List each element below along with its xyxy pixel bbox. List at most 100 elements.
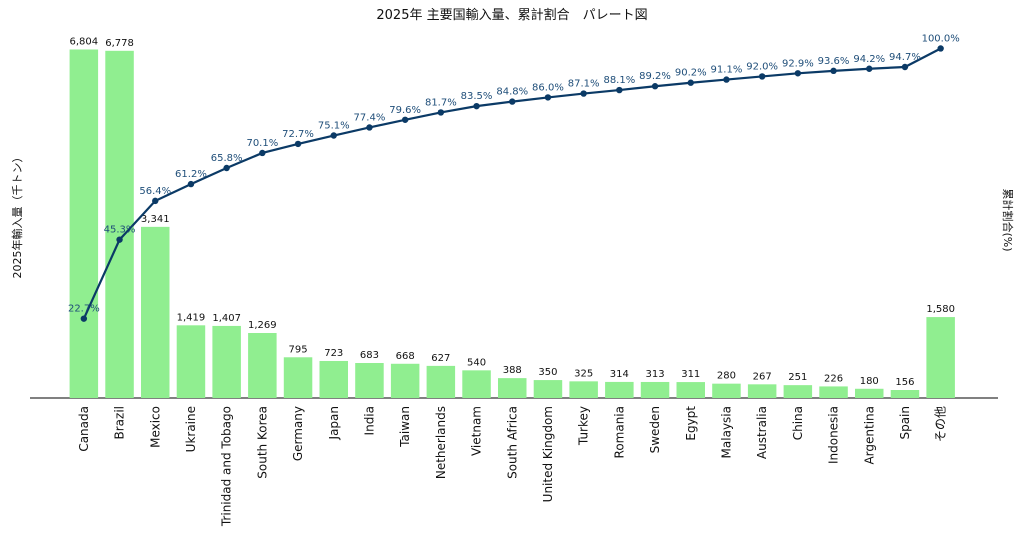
cumulative-point-16 — [651, 83, 659, 90]
cumulative-point-0 — [80, 315, 88, 322]
bar-value-label-4: 1,407 — [212, 313, 241, 324]
bar-value-label-19: 267 — [753, 371, 772, 382]
x-tick-label-23: Spain — [898, 406, 912, 440]
bar-21 — [819, 386, 848, 398]
cumulative-point-6 — [294, 140, 302, 148]
cumulative-point-10 — [437, 109, 445, 116]
cumulative-point-12 — [509, 98, 516, 105]
cumulative-label-0: 22.7% — [68, 304, 100, 315]
bar-value-label-8: 683 — [360, 350, 379, 361]
x-tick-label-14: Turkey — [577, 406, 591, 446]
x-tick-label-15: Romania — [612, 406, 626, 458]
bar-5 — [248, 333, 277, 398]
bar-11 — [462, 370, 491, 398]
cumulative-point-9 — [401, 116, 409, 123]
y2-axis-title: 累計割合(%) — [1001, 188, 1015, 251]
x-tick-label-12: South Africa — [505, 406, 519, 479]
cumulative-point-23 — [901, 63, 909, 71]
cumulative-label-20: 92.9% — [782, 58, 814, 69]
x-tick-label-8: India — [362, 406, 376, 435]
cumulative-point-15 — [616, 86, 623, 94]
cumulative-point-11 — [473, 102, 480, 110]
bar-17 — [676, 382, 705, 398]
bar-15 — [605, 381, 634, 398]
cumulative-point-20 — [794, 70, 802, 77]
bar-value-label-18: 280 — [717, 371, 736, 382]
x-tick-label-1: Brazil — [113, 406, 127, 440]
cumulative-label-19: 92.0% — [746, 61, 778, 72]
x-tick-label-10: Netherlands — [434, 406, 448, 479]
bar-24 — [926, 317, 955, 398]
bar-1 — [105, 50, 134, 399]
bar-labels-group: 6,804 6,778 3,341 1,419 1,407 1,269 795 723 683 6… — [70, 36, 955, 388]
cumulative-point-4 — [223, 164, 230, 172]
bar-19 — [747, 384, 777, 398]
bar-18 — [712, 383, 741, 398]
cumulative-point-18 — [723, 76, 730, 83]
cumulative-label-10: 81.7% — [425, 97, 457, 108]
chart-title: 2025年 主要国輸入量、累計割合 パレート図 — [376, 7, 647, 23]
x-tick-label-22: Argentina — [862, 406, 876, 465]
bar-value-label-2: 3,341 — [141, 214, 170, 225]
cumulative-label-6: 72.7% — [282, 129, 314, 140]
x-tick-label-9: Taiwan — [398, 406, 412, 448]
cumulative-label-13: 86.0% — [532, 82, 564, 93]
cumulative-point-7 — [330, 132, 337, 139]
bar-0 — [69, 49, 99, 398]
bar-13 — [533, 380, 563, 398]
bar-12 — [498, 378, 527, 398]
x-tick-label-13: United Kingdom — [541, 406, 555, 502]
x-tick-label-3: Ukraine — [184, 406, 198, 452]
bar-6 — [283, 357, 313, 398]
cumulative-label-16: 89.2% — [639, 71, 671, 82]
x-tick-label-18: Malaysia — [719, 406, 733, 458]
bar-value-label-12: 388 — [503, 365, 522, 376]
x-tick-label-7: Japan — [327, 406, 341, 440]
cumulative-label-7: 75.1% — [318, 121, 350, 132]
cumulative-point-8 — [366, 124, 373, 131]
bar-7 — [319, 360, 348, 398]
bar-value-label-5: 1,269 — [248, 320, 277, 331]
bar-14 — [569, 381, 598, 398]
cumulative-label-5: 70.1% — [246, 138, 278, 149]
cumulative-point-19 — [758, 73, 766, 80]
cumulative-label-14: 87.1% — [568, 79, 600, 90]
bar-value-label-14: 325 — [574, 368, 593, 379]
cumulative-label-15: 88.1% — [603, 75, 635, 86]
cumulative-point-17 — [687, 79, 694, 86]
cumulative-label-11: 83.5% — [461, 91, 493, 102]
cumulative-label-2: 56.4% — [139, 186, 171, 197]
cumulative-label-12: 84.8% — [496, 87, 528, 98]
bar-8 — [355, 363, 384, 398]
bar-value-label-13: 350 — [538, 367, 557, 378]
cumulative-label-18: 91.1% — [711, 65, 743, 76]
cumulative-label-4: 65.8% — [211, 153, 243, 164]
cumulative-point-13 — [544, 94, 552, 101]
cumulative-label-23: 94.7% — [889, 52, 921, 63]
x-tick-label-24: その他 — [934, 406, 948, 442]
bar-value-label-10: 627 — [431, 353, 450, 364]
cumulative-point-24 — [937, 45, 944, 52]
cumulative-point-5 — [259, 149, 266, 157]
bar-20 — [783, 385, 813, 398]
x-tick-label-5: South Korea — [255, 406, 269, 479]
bar-4 — [212, 325, 241, 398]
cumulative-label-21: 93.6% — [818, 56, 850, 67]
cumulative-point-21 — [830, 67, 837, 75]
x-tick-label-2: Mexico — [148, 406, 162, 448]
bar-value-label-23: 156 — [895, 377, 914, 388]
x-tick-label-21: Indonesia — [827, 406, 841, 464]
x-tick-label-4: Trinidad and Tobago — [220, 406, 234, 527]
y-axis-title: 2025年輸入量（千トン） — [10, 152, 24, 279]
cumulative-label-3: 61.2% — [175, 169, 207, 180]
bar-9 — [390, 363, 420, 398]
bar-value-label-1: 6,778 — [105, 38, 134, 49]
bar-value-label-22: 180 — [860, 376, 879, 387]
cumulative-point-3 — [187, 180, 195, 188]
bar-value-label-6: 795 — [289, 344, 308, 355]
bar-2 — [141, 226, 170, 398]
bar-3 — [176, 325, 206, 398]
cumulative-point-14 — [580, 90, 587, 97]
x-tick-label-6: Germany — [291, 406, 305, 461]
